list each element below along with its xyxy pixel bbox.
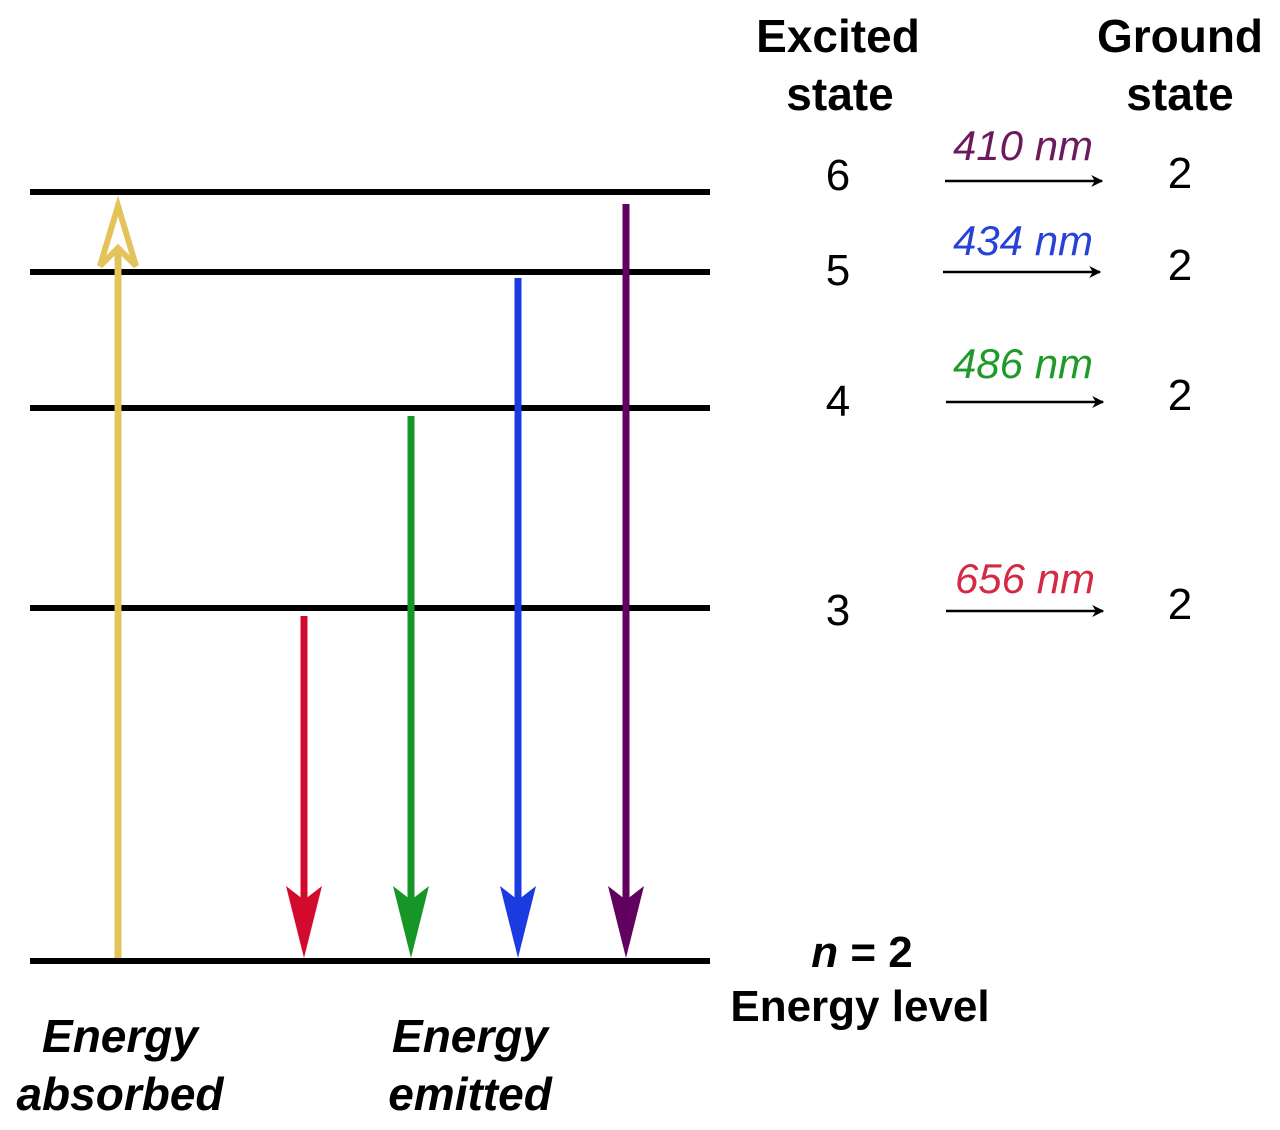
emission-arrow-434 [500, 278, 536, 958]
ground-level-value: 2 [1168, 241, 1192, 290]
excited-state-header: Excited state [756, 10, 920, 120]
excited-level-value: 3 [826, 586, 850, 635]
ground-level-value: 2 [1168, 580, 1192, 629]
energy-level-text: Energy level [730, 982, 989, 1031]
transition-row-6: 6 410 nm 2 [826, 122, 1192, 200]
caption-absorbed-line2: absorbed [16, 1068, 224, 1120]
wavelength-label: 486 nm [953, 340, 1093, 387]
transition-row-4: 4 486 nm 2 [826, 340, 1192, 426]
excited-level-value: 4 [826, 377, 850, 426]
caption-emitted-line1: Energy [392, 1010, 550, 1062]
excited-header-line1: Excited [756, 10, 920, 62]
energy-level-lines [30, 189, 710, 964]
transition-row-3: 3 656 nm 2 [826, 555, 1192, 635]
caption-emitted-line2: emitted [388, 1068, 552, 1120]
wavelength-label: 434 nm [953, 217, 1093, 264]
n-equals-label: n = 2 [811, 928, 913, 977]
excited-level-value: 6 [826, 151, 850, 200]
absorbed-arrow [97, 195, 139, 958]
wavelength-label: 656 nm [955, 555, 1095, 602]
emission-arrow-486 [393, 416, 429, 958]
ground-header-line2: state [1126, 68, 1233, 120]
emission-arrow-410 [608, 204, 644, 958]
ground-state-header: Ground state [1097, 10, 1263, 120]
emission-arrows [286, 204, 644, 958]
caption-absorbed-line1: Energy [42, 1010, 200, 1062]
ground-level-value: 2 [1168, 149, 1192, 198]
ground-header-line1: Ground [1097, 10, 1263, 62]
excited-level-value: 5 [826, 246, 850, 295]
excited-header-line2: state [786, 68, 893, 120]
n-symbol: n [811, 928, 838, 977]
caption-emitted: Energy emitted [388, 1010, 552, 1120]
n-value: = 2 [838, 928, 913, 977]
emission-arrow-656 [286, 616, 322, 958]
wavelength-label: 410 nm [953, 122, 1093, 169]
ground-level-value: 2 [1168, 371, 1192, 420]
bottom-level-label: n = 2 Energy level [730, 928, 989, 1031]
transition-row-5: 5 434 nm 2 [826, 217, 1192, 295]
caption-absorbed: Energy absorbed [16, 1010, 224, 1120]
